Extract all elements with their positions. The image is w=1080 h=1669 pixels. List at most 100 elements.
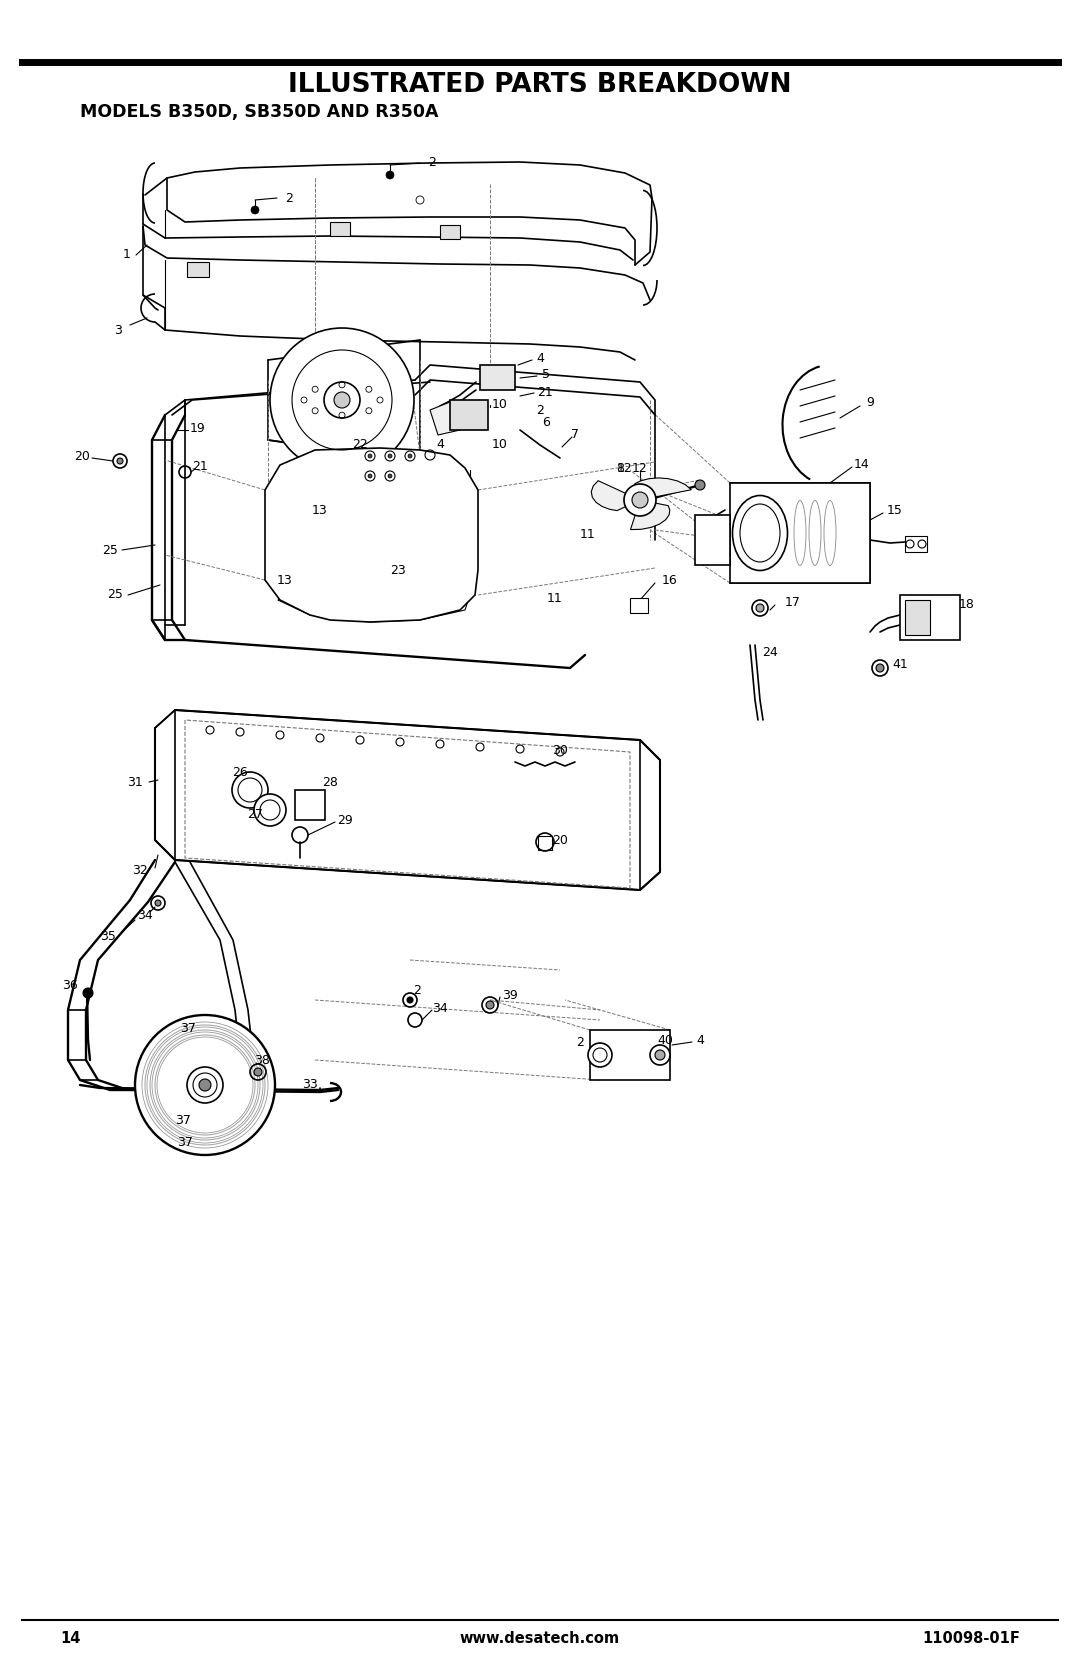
Text: 11: 11 <box>548 591 563 604</box>
Polygon shape <box>430 402 470 436</box>
Circle shape <box>588 1043 612 1066</box>
Bar <box>900 596 960 639</box>
Text: www.desatech.com: www.desatech.com <box>460 1631 620 1646</box>
Circle shape <box>135 1015 275 1155</box>
Text: 17: 17 <box>785 596 801 609</box>
Circle shape <box>368 454 372 457</box>
Text: MODELS B350D, SB350D AND R350A: MODELS B350D, SB350D AND R350A <box>80 103 438 120</box>
Text: 9: 9 <box>866 397 874 409</box>
Text: 21: 21 <box>192 461 207 474</box>
Circle shape <box>386 170 394 179</box>
Circle shape <box>624 484 656 516</box>
Circle shape <box>368 474 372 477</box>
Text: 2: 2 <box>285 192 293 205</box>
Text: 18: 18 <box>959 599 975 611</box>
Circle shape <box>876 664 885 673</box>
Text: 2: 2 <box>536 404 544 417</box>
Text: 35: 35 <box>100 930 116 943</box>
Text: 37: 37 <box>180 1021 195 1035</box>
Bar <box>730 482 870 582</box>
Circle shape <box>113 454 127 467</box>
Text: 37: 37 <box>177 1137 193 1150</box>
Text: 21: 21 <box>537 386 553 399</box>
Text: 4: 4 <box>697 1033 704 1046</box>
Text: 7: 7 <box>571 429 579 442</box>
Text: 30: 30 <box>552 743 568 756</box>
Circle shape <box>756 604 764 613</box>
Text: 14: 14 <box>60 1631 80 1646</box>
Text: 38: 38 <box>254 1053 270 1066</box>
Bar <box>696 516 730 566</box>
Circle shape <box>696 481 705 491</box>
Text: 26: 26 <box>232 766 248 779</box>
Text: 31: 31 <box>127 776 143 788</box>
Circle shape <box>407 996 413 1003</box>
Polygon shape <box>631 501 670 529</box>
Text: 24: 24 <box>762 646 778 659</box>
Circle shape <box>270 329 414 472</box>
Text: 5: 5 <box>542 369 550 382</box>
Text: 13: 13 <box>278 574 293 586</box>
Text: 2: 2 <box>428 157 436 170</box>
Circle shape <box>654 1050 665 1060</box>
Text: 36: 36 <box>63 978 78 991</box>
Polygon shape <box>591 481 640 511</box>
Circle shape <box>251 205 259 214</box>
Bar <box>630 598 648 613</box>
Bar <box>440 225 460 239</box>
Text: 25: 25 <box>107 589 123 601</box>
Text: 29: 29 <box>337 813 353 826</box>
Circle shape <box>752 599 768 616</box>
Text: 20: 20 <box>552 833 568 846</box>
Bar <box>480 366 515 391</box>
Bar <box>905 599 930 634</box>
Text: ILLUSTRATED PARTS BREAKDOWN: ILLUSTRATED PARTS BREAKDOWN <box>288 72 792 98</box>
Text: 39: 39 <box>502 988 518 1001</box>
Text: 40: 40 <box>657 1033 673 1046</box>
Circle shape <box>388 474 392 477</box>
Text: 11: 11 <box>580 529 596 541</box>
Text: 34: 34 <box>432 1001 448 1015</box>
Text: 2: 2 <box>576 1035 584 1048</box>
Text: 22: 22 <box>352 439 368 452</box>
Circle shape <box>334 392 350 407</box>
Text: 110098-01F: 110098-01F <box>922 1631 1020 1646</box>
Circle shape <box>324 382 360 417</box>
Circle shape <box>650 1045 670 1065</box>
Text: 23: 23 <box>390 564 406 576</box>
Bar <box>187 262 210 277</box>
Circle shape <box>156 900 161 906</box>
Text: 13: 13 <box>312 504 328 516</box>
Bar <box>330 222 350 235</box>
Circle shape <box>632 492 648 507</box>
Text: 19: 19 <box>190 422 206 434</box>
Text: 16: 16 <box>662 574 678 586</box>
Text: 1: 1 <box>123 249 131 262</box>
Text: 41: 41 <box>892 659 908 671</box>
Text: 8: 8 <box>616 462 624 474</box>
Text: 15: 15 <box>887 504 903 516</box>
Text: 4: 4 <box>536 352 544 364</box>
Text: 12: 12 <box>617 462 633 474</box>
Bar <box>905 536 927 552</box>
Text: 32: 32 <box>132 863 148 876</box>
Text: 10: 10 <box>492 439 508 452</box>
Bar <box>295 789 325 819</box>
Circle shape <box>408 454 411 457</box>
Circle shape <box>232 773 268 808</box>
Circle shape <box>254 1068 262 1077</box>
Text: 34: 34 <box>137 908 153 921</box>
Text: 2: 2 <box>413 983 421 996</box>
Circle shape <box>83 988 93 998</box>
Text: 14: 14 <box>854 459 869 472</box>
Text: 4: 4 <box>436 439 444 452</box>
Polygon shape <box>265 447 478 623</box>
Text: 33: 33 <box>302 1078 318 1092</box>
Text: 27: 27 <box>247 808 262 821</box>
Circle shape <box>254 794 286 826</box>
Text: 3: 3 <box>114 324 122 337</box>
Bar <box>590 1030 670 1080</box>
Text: 25: 25 <box>103 544 118 556</box>
Text: 37: 37 <box>175 1113 191 1127</box>
Circle shape <box>199 1078 211 1092</box>
